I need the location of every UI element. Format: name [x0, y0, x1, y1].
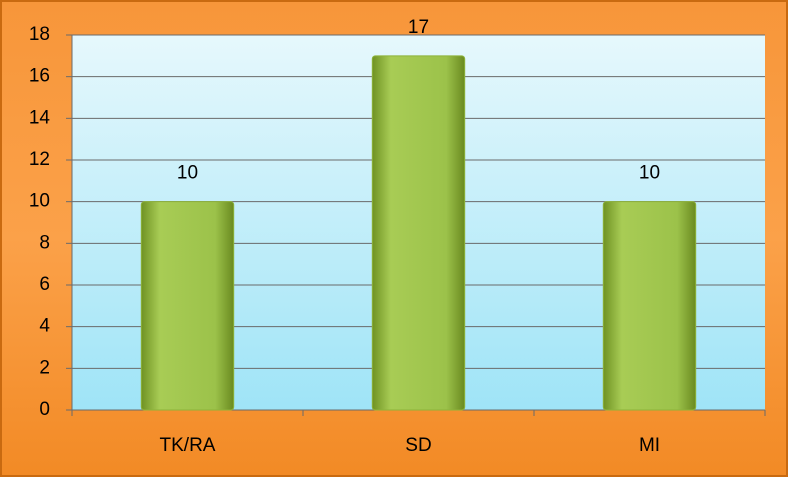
y-tick-label: 16 — [29, 66, 50, 87]
x-tick-label: SD — [405, 435, 431, 456]
y-tick-label: 18 — [29, 24, 50, 45]
y-tick-label: 14 — [29, 107, 51, 128]
y-tick-label: 2 — [39, 357, 50, 378]
x-tick-label: TK/RA — [160, 435, 216, 456]
y-tick-label: 6 — [39, 274, 50, 295]
y-tick-label: 10 — [29, 191, 50, 212]
data-label: 10 — [639, 163, 660, 184]
bar — [602, 201, 697, 411]
y-tick-label: 12 — [29, 149, 50, 170]
x-tick-label: MI — [639, 435, 660, 456]
y-tick-label: 4 — [39, 316, 50, 337]
y-tick-label: 8 — [39, 232, 50, 253]
data-label: 17 — [408, 17, 429, 38]
bar — [140, 201, 235, 411]
y-tick-label: 0 — [39, 399, 50, 420]
data-label: 10 — [177, 163, 198, 184]
bar — [371, 55, 466, 411]
